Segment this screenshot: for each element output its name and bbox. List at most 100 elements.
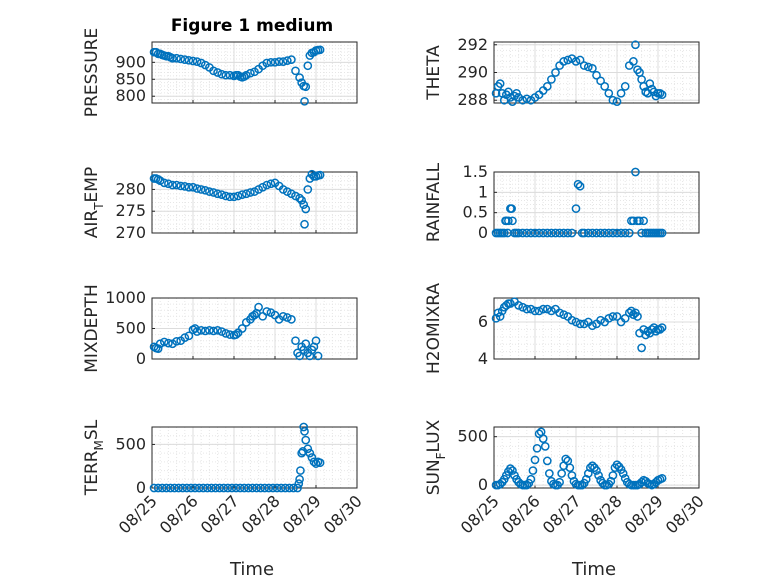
data-point — [565, 463, 575, 473]
data-point — [274, 57, 284, 67]
data-point — [518, 302, 528, 312]
data-point — [231, 330, 241, 339]
data-point — [542, 456, 552, 466]
data-point — [209, 188, 218, 197]
data-point — [508, 97, 517, 106]
data-point — [200, 185, 210, 195]
data-point — [631, 40, 640, 50]
data-point — [172, 336, 181, 346]
data-point — [655, 325, 665, 334]
data-point — [270, 57, 280, 67]
x-tick-label: 08/29 — [621, 491, 667, 537]
y-tick-label: 0 — [136, 349, 146, 368]
data-point — [538, 304, 548, 314]
data-point — [588, 63, 597, 73]
data-point — [592, 228, 601, 238]
data-point — [166, 483, 175, 493]
subplot-sun-flux: 0 500 SUNFLUX 08/2508/2608/2708/2808/2908/3… — [424, 419, 708, 537]
data-point — [547, 75, 556, 84]
data-point — [237, 190, 247, 200]
data-point — [266, 57, 276, 67]
data-point — [495, 312, 505, 321]
data-point — [526, 228, 536, 238]
y-tick-label: 1.5 — [463, 162, 488, 181]
data-point — [248, 483, 257, 493]
data-point — [294, 479, 304, 488]
data-point — [192, 184, 202, 193]
data-point — [196, 58, 206, 68]
data-point — [289, 483, 298, 493]
data-point — [491, 313, 501, 323]
data-point — [184, 182, 194, 192]
data-point — [579, 319, 589, 329]
data-point — [246, 188, 255, 197]
y-tick-label: 270 — [115, 223, 146, 242]
data-point — [542, 228, 552, 238]
subplot-air-temp: 270 275 280 AIRTEMP — [82, 167, 358, 242]
data-point — [168, 180, 177, 190]
x-tick-label: 08/25 — [115, 491, 161, 537]
data-point — [588, 228, 597, 238]
subplot-rainfall: 00.5 11.5 RAINFALL — [424, 162, 700, 242]
data-point — [213, 68, 222, 77]
x-tick-label: 08/26 — [498, 491, 544, 537]
data-point — [629, 310, 638, 319]
x-tick-label: 08/28 — [238, 491, 284, 537]
data-point — [604, 313, 614, 323]
data-point — [563, 55, 573, 65]
y-axis-label: RAINFALL — [424, 162, 444, 242]
data-point — [215, 483, 224, 493]
data-point — [303, 444, 313, 454]
data-point — [155, 339, 165, 349]
data-point — [268, 483, 278, 493]
data-point — [538, 228, 548, 238]
data-point — [629, 57, 638, 66]
data-point — [555, 228, 564, 238]
data-point — [545, 469, 554, 478]
data-point — [239, 483, 249, 493]
data-point — [655, 88, 665, 98]
data-point — [180, 55, 190, 64]
data-point — [300, 219, 309, 229]
data-point — [287, 315, 296, 324]
data-point — [174, 483, 183, 493]
data-point — [657, 228, 667, 238]
data-point — [571, 57, 581, 66]
data-point — [596, 76, 605, 86]
data-point — [506, 93, 515, 102]
data-point — [164, 179, 173, 189]
data-point — [272, 483, 282, 493]
data-point — [164, 338, 173, 348]
data-point — [620, 228, 630, 238]
data-point — [282, 313, 292, 322]
figure-title: Figure 1 medium — [171, 16, 333, 36]
data-point — [624, 308, 634, 318]
data-point — [624, 228, 634, 238]
data-point — [495, 79, 505, 88]
data-point — [291, 336, 300, 346]
data-point — [629, 216, 638, 226]
data-point — [217, 327, 227, 336]
data-point — [250, 310, 259, 320]
x-tick-label: 08/29 — [279, 491, 325, 537]
plot-area — [493, 171, 700, 234]
data-point — [315, 458, 325, 468]
y-tick-label: 500 — [115, 434, 146, 453]
data-point — [596, 315, 605, 325]
data-point — [639, 325, 649, 334]
data-point — [540, 442, 550, 451]
data-point — [196, 325, 206, 335]
data-point — [293, 483, 302, 493]
data-point — [581, 474, 591, 484]
data-point — [309, 457, 319, 467]
data-point — [534, 306, 544, 316]
data-point — [231, 483, 241, 493]
data-point — [559, 310, 569, 319]
data-point — [188, 182, 198, 192]
data-point — [499, 228, 509, 238]
data-point — [555, 477, 564, 487]
data-point — [301, 204, 311, 214]
